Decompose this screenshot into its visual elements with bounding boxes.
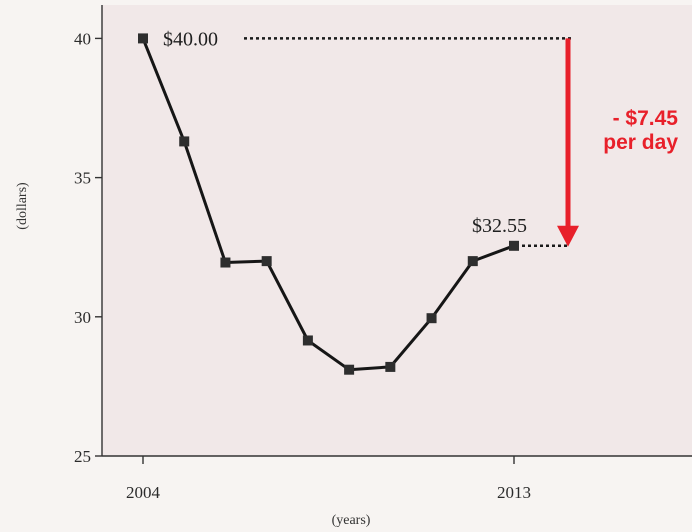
series-markers	[138, 33, 519, 375]
change-callout-amount: - $7.45	[613, 107, 679, 130]
change-arrow-head	[557, 225, 579, 247]
y-axis-ticks: 25 30 35 40	[74, 29, 102, 466]
end-value-label: $32.55	[472, 215, 527, 237]
y-tick-label: 30	[74, 308, 91, 327]
data-point	[138, 33, 148, 44]
data-point	[509, 240, 519, 251]
x-axis-ticks: 2004 2013	[126, 456, 531, 502]
data-point	[344, 364, 355, 375]
data-point	[426, 313, 437, 324]
data-point	[385, 361, 396, 372]
x-axis-title: (years)	[332, 513, 371, 528]
x-tick-label: 2004	[126, 483, 161, 502]
annotation-guides	[244, 37, 579, 248]
data-point	[467, 256, 478, 267]
data-point	[261, 256, 272, 267]
data-point	[220, 257, 231, 268]
plot-area	[102, 5, 692, 456]
y-tick-label: 25	[74, 447, 91, 466]
data-point	[179, 136, 190, 147]
y-axis-title: (dollars)	[15, 182, 30, 230]
y-tick-label: 35	[74, 169, 91, 188]
data-point	[302, 335, 313, 346]
start-value-label: $40.00	[163, 28, 218, 50]
x-tick-label: 2013	[497, 483, 531, 502]
change-callout-unit: per day	[603, 131, 678, 154]
y-tick-label: 40	[74, 29, 91, 48]
series-line	[141, 37, 515, 372]
